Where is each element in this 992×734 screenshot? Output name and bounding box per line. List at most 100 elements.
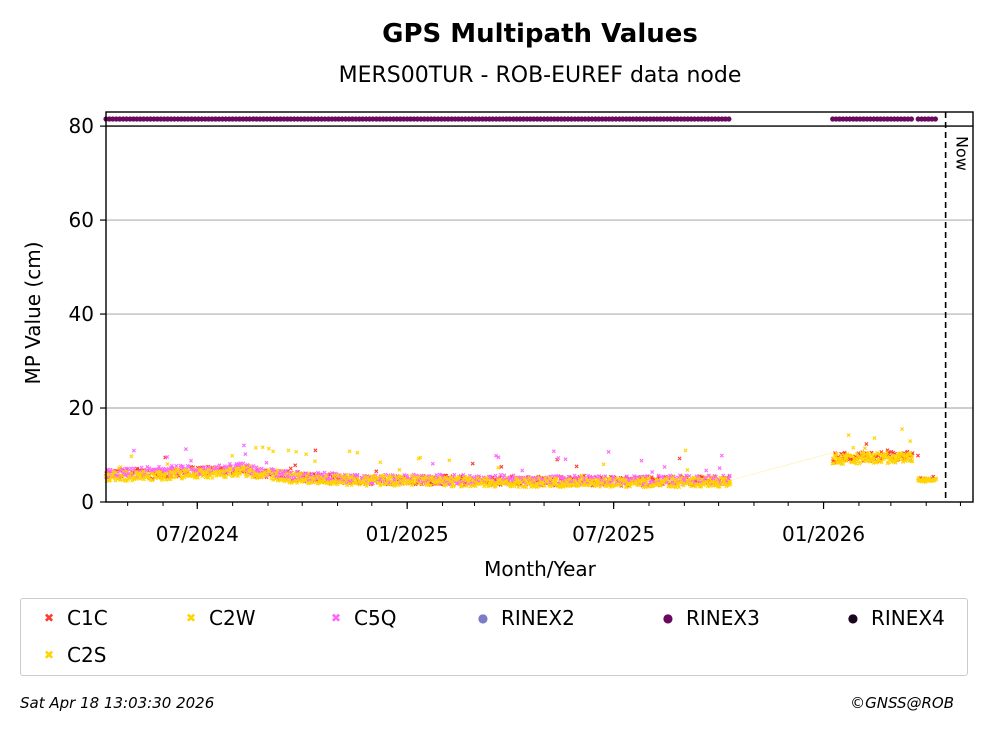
data-point-c2s <box>490 479 495 484</box>
data-point-c2s <box>717 484 722 489</box>
data-point-c2s <box>698 483 703 487</box>
data-point-c2s <box>613 478 617 483</box>
data-point-c5q <box>556 456 561 460</box>
data-point-c2s <box>596 477 601 482</box>
data-point-c2s <box>409 474 414 479</box>
data-point-c5q <box>169 463 174 468</box>
data-point-c2s <box>397 474 402 479</box>
data-point-c5q <box>572 473 577 478</box>
data-point-c2s <box>140 476 145 481</box>
data-point-c1c <box>293 463 298 468</box>
data-point-c5q <box>243 452 248 457</box>
data-point-c1c <box>916 453 920 458</box>
data-point-c5q <box>656 473 661 478</box>
data-point-c1c <box>470 461 475 466</box>
data-point-c5q <box>207 465 212 470</box>
legend-marker-c1c: ✖ <box>43 611 55 625</box>
data-point-c2s <box>858 460 863 465</box>
data-point-c2s <box>246 473 250 478</box>
data-point-c2s <box>466 480 471 484</box>
data-point-c2w <box>378 483 383 488</box>
data-point-c2s <box>182 469 187 474</box>
legend-item-rinex2: ● RINEX2 <box>473 606 575 630</box>
data-point-c2w <box>677 485 682 490</box>
data-point-c2s <box>306 481 311 486</box>
data-point-c2s <box>229 467 234 471</box>
data-point-c2s <box>192 472 197 477</box>
data-point-c2s <box>578 479 582 484</box>
data-point-c2s <box>542 483 547 488</box>
legend-label-rinex4: RINEX4 <box>871 606 945 630</box>
grid-lines <box>106 219 973 409</box>
data-point-c2s <box>869 452 874 457</box>
data-point-c2s <box>872 452 877 457</box>
data-point-c2s <box>355 450 360 455</box>
data-point-c2s <box>351 476 356 481</box>
data-point-c2s <box>115 476 120 481</box>
data-point-c2s <box>587 483 592 488</box>
data-point-c2s <box>321 476 326 481</box>
legend-item-rinex3: ● RINEX3 <box>658 606 760 630</box>
data-point-c1c <box>677 456 682 461</box>
data-point-c2w <box>844 459 849 463</box>
data-point-c2s <box>601 462 606 467</box>
data-point-c2s <box>568 477 572 482</box>
legend-item-c2w: ✖ C2W <box>181 606 256 630</box>
data-point-c2s <box>908 439 913 444</box>
data-point-c2s <box>114 470 118 475</box>
data-point-c2s <box>475 476 480 481</box>
y-axis-ticks: 0 20 40 60 80 <box>69 114 106 514</box>
data-point-c2s <box>286 448 291 453</box>
data-point-c5q <box>502 473 507 478</box>
data-point-c5q <box>662 465 667 469</box>
data-point-c5q <box>437 472 442 477</box>
data-point-c2w <box>900 427 905 432</box>
data-point-c2s <box>195 475 200 480</box>
legend-label-rinex2: RINEX2 <box>501 606 575 630</box>
data-point-c2s <box>192 475 197 480</box>
data-point-c1c <box>599 475 604 480</box>
data-point-c5q <box>278 469 283 473</box>
data-point-c2s <box>580 475 585 480</box>
legend-item-c5q: ✖ C5Q <box>326 606 396 630</box>
data-point-c2s <box>482 481 487 486</box>
data-point-c2w <box>909 459 914 464</box>
data-point-c2s <box>674 477 679 482</box>
data-point-c2s <box>318 474 323 479</box>
data-point-c2s <box>871 455 876 460</box>
data-point-c2s <box>361 478 366 483</box>
data-point-c2s <box>152 472 157 477</box>
data-point-c2s <box>545 478 550 483</box>
data-point-c2s <box>129 471 134 475</box>
data-point-c5q <box>726 476 731 481</box>
data-point-c5q <box>241 461 246 466</box>
data-point-c2s <box>657 482 662 486</box>
data-point-c2s <box>933 476 938 481</box>
data-point-c2s <box>905 456 910 461</box>
data-point-c2s <box>887 456 892 461</box>
data-point-c5q <box>603 474 608 479</box>
data-point-c2w <box>834 451 839 456</box>
now-label: Now <box>953 136 972 171</box>
data-point-c2w <box>230 453 235 458</box>
data-point-c2s <box>588 480 593 485</box>
x-tick-label: 07/2025 <box>572 522 655 546</box>
rinex3-availability-point <box>932 116 939 122</box>
data-point-c5q <box>507 475 512 480</box>
data-point-c2s <box>722 479 727 484</box>
data-point-c2s <box>691 475 696 480</box>
data-point-c5q <box>251 464 256 468</box>
data-point-c2w <box>832 461 836 466</box>
data-point-c2s <box>451 477 456 482</box>
data-point-c2s <box>303 477 308 482</box>
data-point-c5q <box>611 474 616 479</box>
data-point-c5q <box>271 468 276 472</box>
generated-timestamp: Sat Apr 18 13:03:30 2026 <box>20 694 215 712</box>
data-point-c2s <box>457 475 462 480</box>
data-point-c2s <box>234 470 239 475</box>
data-point-c2s <box>870 458 875 463</box>
data-point-c2s <box>384 481 389 486</box>
data-point-c2s <box>628 482 633 487</box>
data-point-c2s <box>854 461 859 466</box>
data-point-c2s <box>304 473 309 478</box>
